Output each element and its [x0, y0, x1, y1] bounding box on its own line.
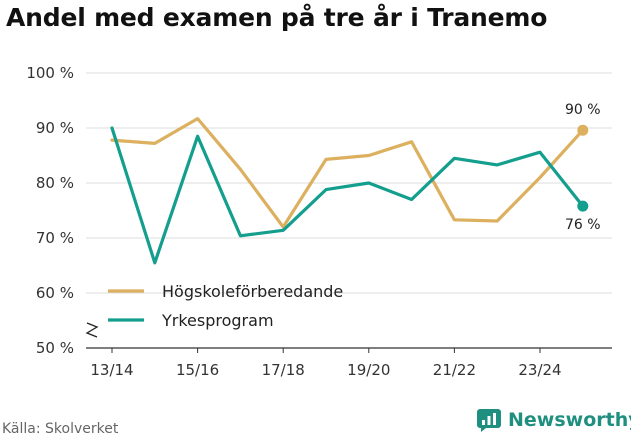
x-tick-label: 15/16 [176, 361, 219, 379]
legend-label-2: Yrkesprogram [161, 311, 274, 330]
y-tick-label: 60 % [36, 284, 74, 302]
x-tick-label: 17/18 [262, 361, 305, 379]
x-tick-label: 13/14 [90, 361, 133, 379]
series-line-1 [110, 116, 585, 229]
legend: Högskoleförberedande Yrkesprogram [108, 282, 343, 330]
brand-name: Newsworthy [508, 409, 631, 431]
series-end-point-2 [577, 200, 589, 212]
series-end-point-1 [577, 124, 589, 136]
gridlines [86, 72, 612, 294]
newsworthy-icon [477, 409, 501, 432]
chart-title: Andel med examen på tre år i Tranemo [6, 3, 548, 32]
x-tick-label: 23/24 [518, 361, 561, 379]
series-lines: 90 % 76 % [110, 102, 601, 265]
y-axis: 50 % 60 % 70 % 80 % 90 % 100 % [26, 64, 99, 357]
x-tick-label: 19/20 [347, 361, 390, 379]
series-line-2 [110, 126, 585, 265]
series-end-label-2: 76 % [565, 217, 601, 233]
source-note: Källa: Skolverket [2, 421, 119, 437]
axis-break-icon [85, 322, 99, 338]
x-tick-label: 21/22 [433, 361, 476, 379]
series-end-label-1: 90 % [565, 102, 601, 118]
brand-logo: Newsworthy [476, 407, 631, 433]
y-tick-label: 50 % [36, 339, 74, 357]
y-tick-label: 100 % [26, 64, 74, 82]
y-tick-label: 90 % [36, 119, 74, 137]
y-tick-label: 80 % [36, 174, 74, 192]
legend-label-1: Högskoleförberedande [162, 282, 343, 301]
x-axis: 13/14 15/16 17/18 19/20 21/22 23/24 [86, 347, 612, 379]
y-tick-label: 70 % [36, 229, 74, 247]
